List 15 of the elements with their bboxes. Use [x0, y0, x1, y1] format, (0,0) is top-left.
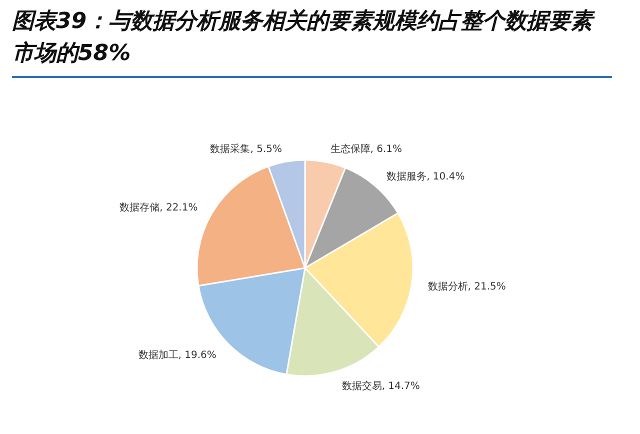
data-label: , 14.7% — [382, 380, 420, 392]
slice-label: 生态保障 — [330, 143, 370, 156]
data-label: , 21.5% — [468, 281, 506, 292]
slice-label: 数据交易 — [342, 380, 382, 392]
data-label: , 10.4% — [426, 172, 465, 183]
slice-label: 数据采集 — [210, 142, 250, 155]
data-label: , 5.5% — [250, 144, 282, 155]
chart-title: 图表39：与数据分析服务相关的要素规模约占整个数据要素市场的58% — [12, 6, 612, 78]
data-label: , 6.1% — [370, 144, 402, 156]
slice-label: 数据加工 — [138, 348, 178, 361]
data-label: , 22.1% — [160, 202, 198, 214]
data-label: , 19.6% — [178, 350, 216, 361]
slice-label: 数据服务 — [386, 170, 427, 183]
slice-label: 数据存储 — [120, 201, 160, 214]
slice-label: 数据分析 — [428, 280, 468, 292]
